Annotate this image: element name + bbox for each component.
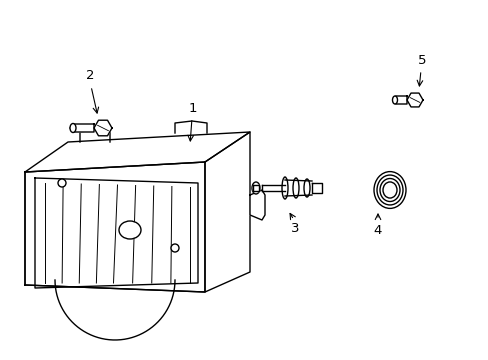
Polygon shape [25,162,204,292]
Ellipse shape [379,179,399,202]
Text: 2: 2 [85,68,94,81]
Text: 5: 5 [417,54,426,67]
Ellipse shape [373,172,405,208]
Ellipse shape [251,182,260,194]
Polygon shape [25,132,249,172]
Circle shape [171,244,179,252]
Polygon shape [94,120,112,136]
Circle shape [58,179,66,187]
Polygon shape [392,96,406,104]
Text: 1: 1 [188,102,197,114]
Polygon shape [285,180,311,196]
Ellipse shape [382,182,396,198]
Text: 4: 4 [373,224,382,237]
Polygon shape [252,185,259,191]
Ellipse shape [292,178,298,198]
Polygon shape [406,93,422,107]
Ellipse shape [376,175,402,205]
Ellipse shape [304,179,309,197]
Polygon shape [204,132,249,292]
Ellipse shape [282,177,287,199]
Polygon shape [70,124,94,132]
Polygon shape [249,190,264,220]
Text: 3: 3 [290,221,299,234]
Ellipse shape [70,123,76,132]
Polygon shape [311,183,321,193]
Ellipse shape [392,96,397,104]
Ellipse shape [119,221,141,239]
